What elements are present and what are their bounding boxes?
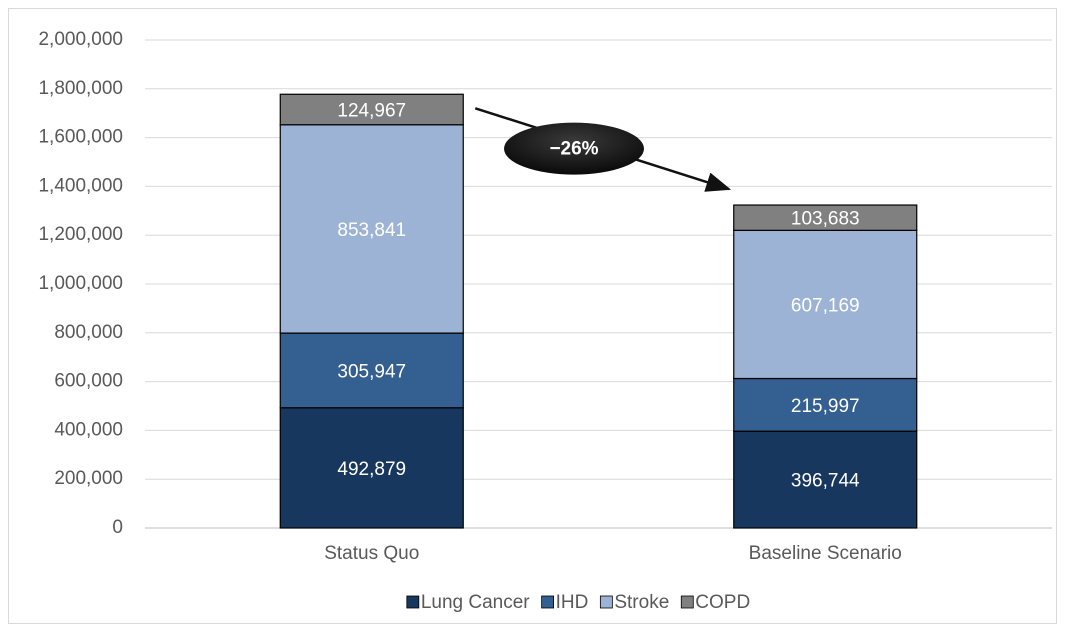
y-tick-label: 200,000	[54, 468, 123, 489]
data-label: 853,841	[337, 220, 406, 241]
data-label: 492,879	[337, 459, 406, 480]
bar-segment	[279, 93, 464, 126]
y-tick-label: 400,000	[54, 419, 123, 440]
y-tick-label: 1,000,000	[38, 273, 123, 294]
bar-segment	[279, 124, 464, 334]
legend-swatch	[406, 595, 420, 609]
data-label: 607,169	[791, 295, 860, 316]
y-tick-label: 2,000,000	[38, 29, 123, 50]
data-label: 103,683	[791, 209, 860, 230]
y-tick-label: 1,800,000	[38, 78, 123, 99]
bar-segment	[733, 204, 918, 231]
data-label: 305,947	[337, 361, 406, 382]
bar-segment	[279, 407, 464, 529]
legend-swatch	[599, 595, 613, 609]
legend-swatch	[680, 595, 694, 609]
legend: Lung Cancer IHD Stroke COPD	[406, 592, 750, 613]
annotation: −26%	[549, 139, 598, 160]
y-tick-label: 1,600,000	[38, 127, 123, 148]
legend-label: Lung Cancer	[421, 592, 530, 613]
data-label: 215,997	[791, 396, 860, 417]
x-tick-label: Baseline Scenario	[749, 543, 902, 564]
y-tick-label: 0	[112, 517, 123, 538]
bar-segment	[279, 332, 464, 409]
legend-label: COPD	[695, 592, 750, 613]
x-tick-label: Status Quo	[324, 543, 419, 564]
legend-label: Stroke	[614, 592, 669, 613]
data-label: 396,744	[791, 471, 860, 492]
y-tick-label: 1,200,000	[38, 224, 123, 245]
y-tick-label: 600,000	[54, 371, 123, 392]
annotation-bubble	[504, 122, 644, 175]
y-tick-label: 800,000	[54, 322, 123, 343]
y-tick-label: 1,400,000	[38, 175, 123, 196]
data-label: 124,967	[337, 101, 406, 122]
bar-segment	[733, 229, 918, 380]
legend-label: IHD	[556, 592, 589, 613]
legend-swatch	[541, 595, 555, 609]
